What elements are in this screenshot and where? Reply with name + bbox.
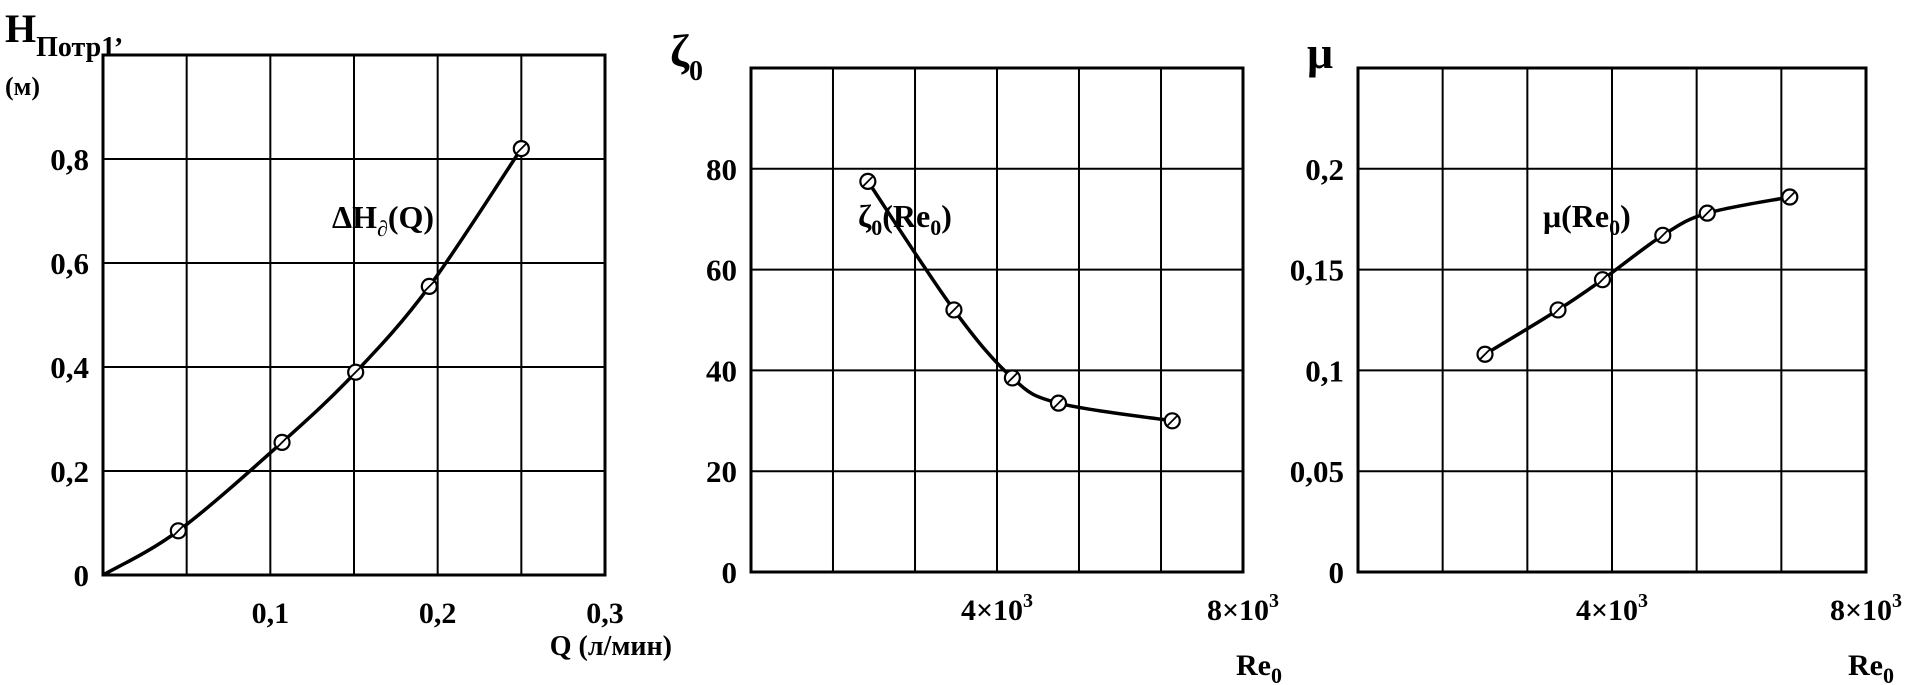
y-axis-label: HПотр1,	[5, 6, 122, 63]
plot-frame	[1356, 66, 1868, 574]
x-tick-label: 8×103	[1830, 590, 1902, 627]
y-tick-label: 60	[706, 253, 737, 288]
y-axis-label: μ	[1307, 27, 1333, 78]
x-tick-label: 0,2	[419, 597, 457, 630]
y-tick-label: 0,4	[50, 350, 89, 385]
data-point-slash	[1701, 207, 1714, 220]
y-tick-label: 0	[74, 558, 90, 593]
y-tick-label: 0,2	[50, 454, 89, 489]
y-tick-label: 40	[706, 353, 737, 388]
series-line	[1484, 195, 1791, 356]
plot-frame	[101, 53, 607, 577]
y-axis-unit: (м)	[5, 72, 40, 101]
data-point-slash	[1552, 303, 1564, 316]
data-point-slash	[423, 280, 436, 293]
series-label: μ(Re0)	[1543, 198, 1631, 240]
x-tick-label: 0,3	[586, 597, 624, 630]
chart-panel-2: 0 20 40 60 80 4×103 8×103 ζ0 Re0 ζ0(Re0)	[670, 25, 1282, 685]
plot-frame	[749, 66, 1245, 574]
x-tick-label: 8×103	[1207, 590, 1279, 627]
data-point-slash	[1006, 372, 1019, 384]
x-tick-label: 4×103	[1576, 590, 1648, 627]
chart-panel-3: 0 0,05 0,1 0,15 0,2 4×103 8×103 μ Re0 μ(Re0)	[1290, 27, 1902, 685]
y-tick-label: 0,15	[1290, 253, 1344, 288]
data-point-slash	[1166, 414, 1179, 427]
y-tick-label: 0,1	[1305, 353, 1344, 388]
x-axis-label: Re0	[1848, 649, 1894, 685]
series-label: ζ0(Re0)	[858, 198, 952, 240]
y-tick-label: 0,2	[1305, 152, 1344, 187]
y-tick-label: 0	[1329, 555, 1345, 590]
y-tick-label: 0,6	[50, 246, 89, 281]
x-axis-label: Re0	[1236, 649, 1282, 685]
data-point-slash	[1783, 191, 1796, 203]
y-tick-label: 20	[706, 454, 737, 489]
data-point-slash	[276, 436, 288, 449]
series-label: ΔH∂(Q)	[332, 199, 434, 241]
data-point-slash	[515, 142, 528, 155]
y-axis-label: ζ0	[670, 25, 703, 87]
y-tick-label: 80	[706, 152, 737, 187]
data-point-slash	[1479, 348, 1491, 361]
series-line	[102, 147, 523, 577]
y-tick-label: 0	[722, 555, 738, 590]
data-point-slash	[1596, 273, 1609, 286]
x-tick-label: 4×103	[961, 590, 1033, 627]
data-point-slash	[349, 366, 362, 379]
chart-panel-1: 0 0,2 0,4 0,6 0,8 0,1 0,2 0,3 HПотр1, (м) Q (л/мин…	[5, 6, 672, 662]
data-point-slash	[1656, 229, 1669, 242]
data-point-slash	[861, 175, 874, 188]
data-point-slash	[1052, 397, 1065, 410]
y-tick-label: 0,8	[50, 142, 89, 177]
y-tick-label: 0,05	[1290, 454, 1344, 489]
data-point-slash	[948, 303, 960, 316]
data-point-slash	[172, 524, 185, 537]
x-axis-label: Q (л/мин)	[550, 631, 672, 662]
x-tick-label: 0,1	[252, 597, 290, 630]
